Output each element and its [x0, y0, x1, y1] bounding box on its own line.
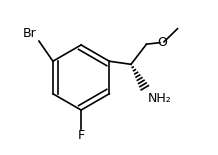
Text: NH₂: NH₂	[148, 92, 172, 105]
Text: F: F	[78, 129, 85, 142]
Text: Br: Br	[23, 27, 37, 40]
Text: O: O	[157, 36, 167, 49]
